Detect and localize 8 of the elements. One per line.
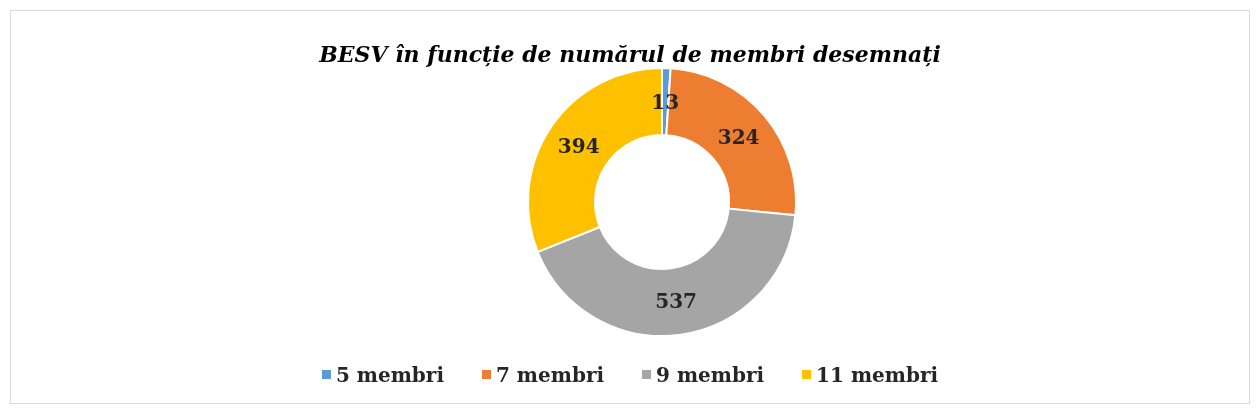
legend-label: 11 membri [816,363,939,387]
legend-label: 7 membri [495,363,605,387]
data-label: 324 [717,124,760,149]
chart-title: BESV în funcție de numărul de membri desemnați [318,41,941,67]
data-label: 394 [557,133,600,158]
data-label: 537 [655,289,698,314]
legend-label: 5 membri [335,363,445,387]
legend-label: 9 membri [656,363,765,387]
